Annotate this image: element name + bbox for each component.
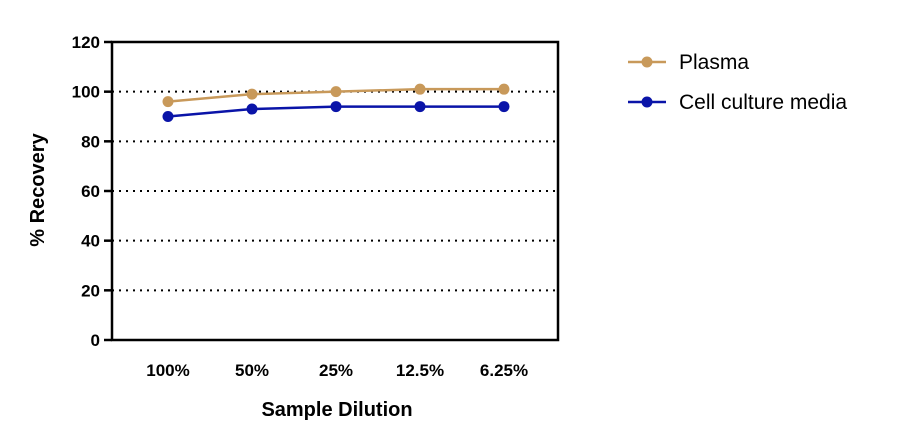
legend-swatch-marker-1: [641, 96, 653, 108]
y-tick-label-40: 40: [81, 232, 100, 251]
y-axis-title: % Recovery: [27, 132, 49, 246]
series-0-point-1: [246, 88, 258, 100]
series-1-point-4: [498, 101, 510, 113]
y-tick-label-60: 60: [81, 182, 100, 201]
y-tick-label-0: 0: [91, 331, 100, 350]
x-axis-title: Sample Dilution: [261, 399, 412, 421]
x-tick-label-3: 12.5%: [396, 361, 444, 380]
x-tick-label-1: 50%: [235, 361, 269, 380]
x-tick-label-2: 25%: [319, 361, 353, 380]
y-tick-label-100: 100: [72, 83, 100, 102]
series: [162, 83, 510, 122]
x-tick-label-0: 100%: [146, 361, 189, 380]
series-0-point-3: [414, 83, 426, 95]
legend: Plasma Cell culture media: [628, 51, 847, 114]
y-tick-label-120: 120: [72, 33, 100, 52]
series-1-point-1: [246, 103, 258, 115]
gridlines: [112, 90, 558, 292]
series-1-point-2: [330, 101, 342, 113]
legend-label-0: Plasma: [679, 51, 749, 74]
series-0-point-2: [330, 86, 342, 98]
legend-label-1: Cell culture media: [679, 91, 847, 114]
x-tick-label-4: 6.25%: [480, 361, 528, 380]
series-1-point-0: [162, 111, 174, 122]
series-1-point-3: [414, 101, 426, 113]
series-0-point-4: [498, 83, 510, 95]
y-tick-label-80: 80: [81, 132, 100, 151]
axes: 0 20 40 60 80 100 120 100% 50% 25% 12.5% 6.25%: [72, 33, 560, 380]
y-tick-label-20: 20: [81, 281, 100, 300]
legend-swatch-marker-0: [641, 56, 653, 68]
series-0-point-0: [162, 96, 174, 108]
